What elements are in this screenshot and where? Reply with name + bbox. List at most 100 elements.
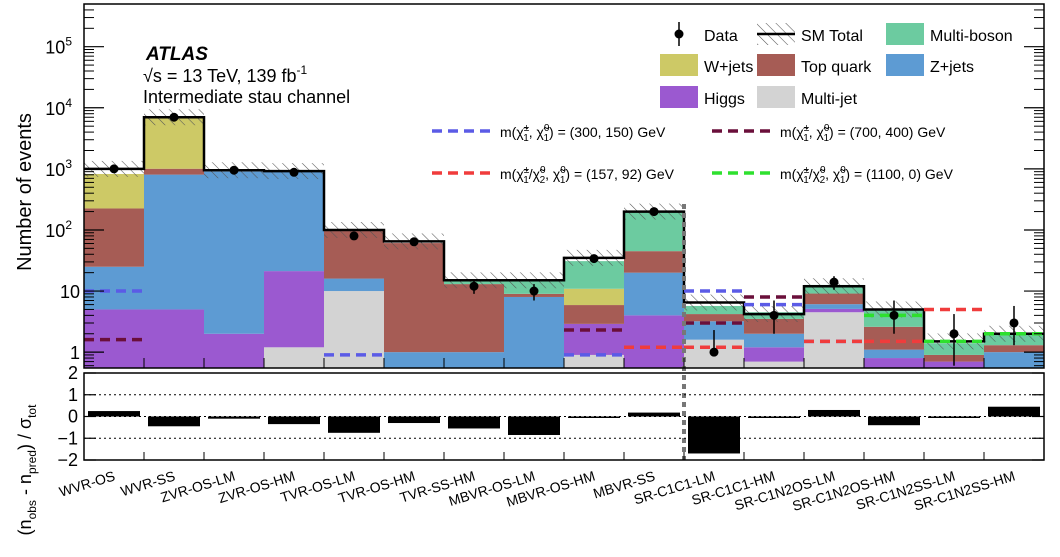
legend-swatch-higgs <box>660 86 698 108</box>
data-point <box>949 329 959 339</box>
bar-segment-z-jets <box>84 266 144 310</box>
data-point <box>889 310 899 320</box>
legend-signal-text: 1 <box>840 175 846 186</box>
legend-signal-text: ± <box>524 123 530 134</box>
ratio-ylabel-1: (n <box>15 519 35 535</box>
bar-segment-top-quark <box>444 284 504 353</box>
legend-signal-text: 0 <box>540 165 546 176</box>
data-point <box>469 281 479 291</box>
y-tick-label: 1 <box>70 343 80 363</box>
bar-segment-multi-jet <box>264 347 324 368</box>
ratio-bar <box>988 406 1040 417</box>
bar-segment-z-jets <box>324 278 384 292</box>
energy-text: √s = 13 TeV, 139 fb <box>143 66 297 86</box>
bar-segment-w-jets <box>144 117 204 169</box>
legend-signal-text: m( <box>500 124 517 140</box>
y-tick-base: 10 <box>45 99 65 119</box>
data-point <box>1009 318 1019 328</box>
legend-label-w-jets: W+jets <box>704 59 753 76</box>
lumi-superscript: -1 <box>297 63 308 77</box>
legend-label-top-quark: Top quark <box>801 59 872 76</box>
sm-total-line <box>84 116 1044 343</box>
bar-segment-higgs <box>264 271 324 348</box>
bar-segment-top-quark <box>684 314 744 322</box>
bar-segment-w-jets <box>564 288 624 306</box>
y-tick-exponent: 5 <box>65 35 72 49</box>
legend-swatch-multi-boson <box>886 23 924 45</box>
ratio-tick-label: −2 <box>57 450 78 470</box>
bar-segment-z-jets <box>264 171 324 272</box>
bar-segment-top-quark <box>984 345 1044 353</box>
legend-signal-text: , <box>809 124 817 140</box>
y-tick-exponent: 2 <box>65 218 72 232</box>
ratio-tick-label: 2 <box>68 363 78 383</box>
data-point <box>529 286 539 296</box>
bar-segment-top-quark <box>564 305 624 324</box>
data-point <box>769 310 779 320</box>
channel-label: Intermediate stau channel <box>143 87 350 107</box>
ratio-bar <box>448 416 500 429</box>
bar-segment-top-quark <box>804 293 864 305</box>
legend-swatch-z-jets <box>886 54 924 76</box>
ratio-bar <box>388 416 440 424</box>
data-point <box>349 231 359 241</box>
ratio-bar <box>928 416 980 418</box>
energy-label: √s = 13 TeV, 139 fb-1 <box>143 63 308 86</box>
data-point <box>649 207 659 217</box>
ratio-tick-label: −1 <box>57 428 78 448</box>
ratio-bar <box>748 416 800 418</box>
ratio-ylabel-6: tot <box>25 404 39 418</box>
ratio-tick-label: 0 <box>68 407 78 427</box>
data-point <box>409 237 419 247</box>
bar-segment-top-quark <box>624 251 684 273</box>
legend: Data SM Total Multi-boson W+jets Top quark Z+… <box>432 22 1013 186</box>
legend-signal-text: m( <box>500 166 517 182</box>
bar-segment-z-jets <box>984 352 1044 368</box>
bar-segment-multi-jet <box>564 354 624 368</box>
legend-swatch-multi-jet <box>757 86 795 108</box>
ratio-tick-label: 1 <box>68 385 78 405</box>
legend-label-sm-total: SM Total <box>801 28 863 45</box>
bar-segment-z-jets <box>744 333 804 348</box>
ratio-bar <box>688 416 740 454</box>
legend-label-multi-boson: Multi-boson <box>930 28 1013 45</box>
legend-signal-label: m(χ̃± 1/χ̃0 2, χ̃0 1) = (157, 92) GeV <box>500 165 675 186</box>
legend-signal-text: ± <box>524 165 530 176</box>
legend-signal-text: 0 <box>820 165 826 176</box>
main-panel <box>84 109 1044 368</box>
data-point <box>709 347 719 357</box>
bar-segment-z-jets <box>804 304 864 309</box>
legend-signal-text: m( <box>780 166 797 182</box>
ratio-ylabel-2: obs <box>25 500 39 519</box>
ratio-bar <box>328 416 380 433</box>
ratio-bar <box>568 416 620 418</box>
bar-segment-z-jets <box>384 352 444 368</box>
legend-signal-text: / <box>529 166 533 182</box>
bar-segment-higgs <box>804 308 864 313</box>
y-tick-label: 105 <box>45 35 72 58</box>
data-point <box>589 254 599 264</box>
legend-signal-text: 1 <box>803 175 809 186</box>
legend-signal-text: 1 <box>543 133 549 144</box>
legend-signal-label: m(χ̃± 1/χ̃0 2, χ̃0 1) = (1100, 0) GeV <box>780 165 954 186</box>
y-tick-label: 102 <box>45 218 72 241</box>
legend-signal-text: 2 <box>820 175 826 186</box>
ratio-y-axis-label: (nobs - npred) / σtot <box>15 404 39 536</box>
legend-signal-text: ) = (157, 92) GeV <box>565 166 674 182</box>
legend-signal-text: ± <box>804 165 810 176</box>
bar-segment-w-jets <box>84 173 144 209</box>
ratio-panel <box>88 406 1040 454</box>
data-point <box>109 164 119 174</box>
legend-signal-text: , <box>529 124 537 140</box>
bar-segment-z-jets <box>864 349 924 359</box>
bar-segment-multi-jet <box>744 361 804 368</box>
legend-label-higgs: Higgs <box>704 91 745 108</box>
legend-signal-text: 0 <box>824 123 830 134</box>
bar-segment-top-quark <box>144 168 204 175</box>
legend-signal-text: 1 <box>803 133 809 144</box>
ratio-bar <box>628 412 680 417</box>
y-tick-exponent: 4 <box>65 96 72 110</box>
legend-signal-text: 1 <box>560 175 566 186</box>
legend-label-data: Data <box>704 28 738 45</box>
